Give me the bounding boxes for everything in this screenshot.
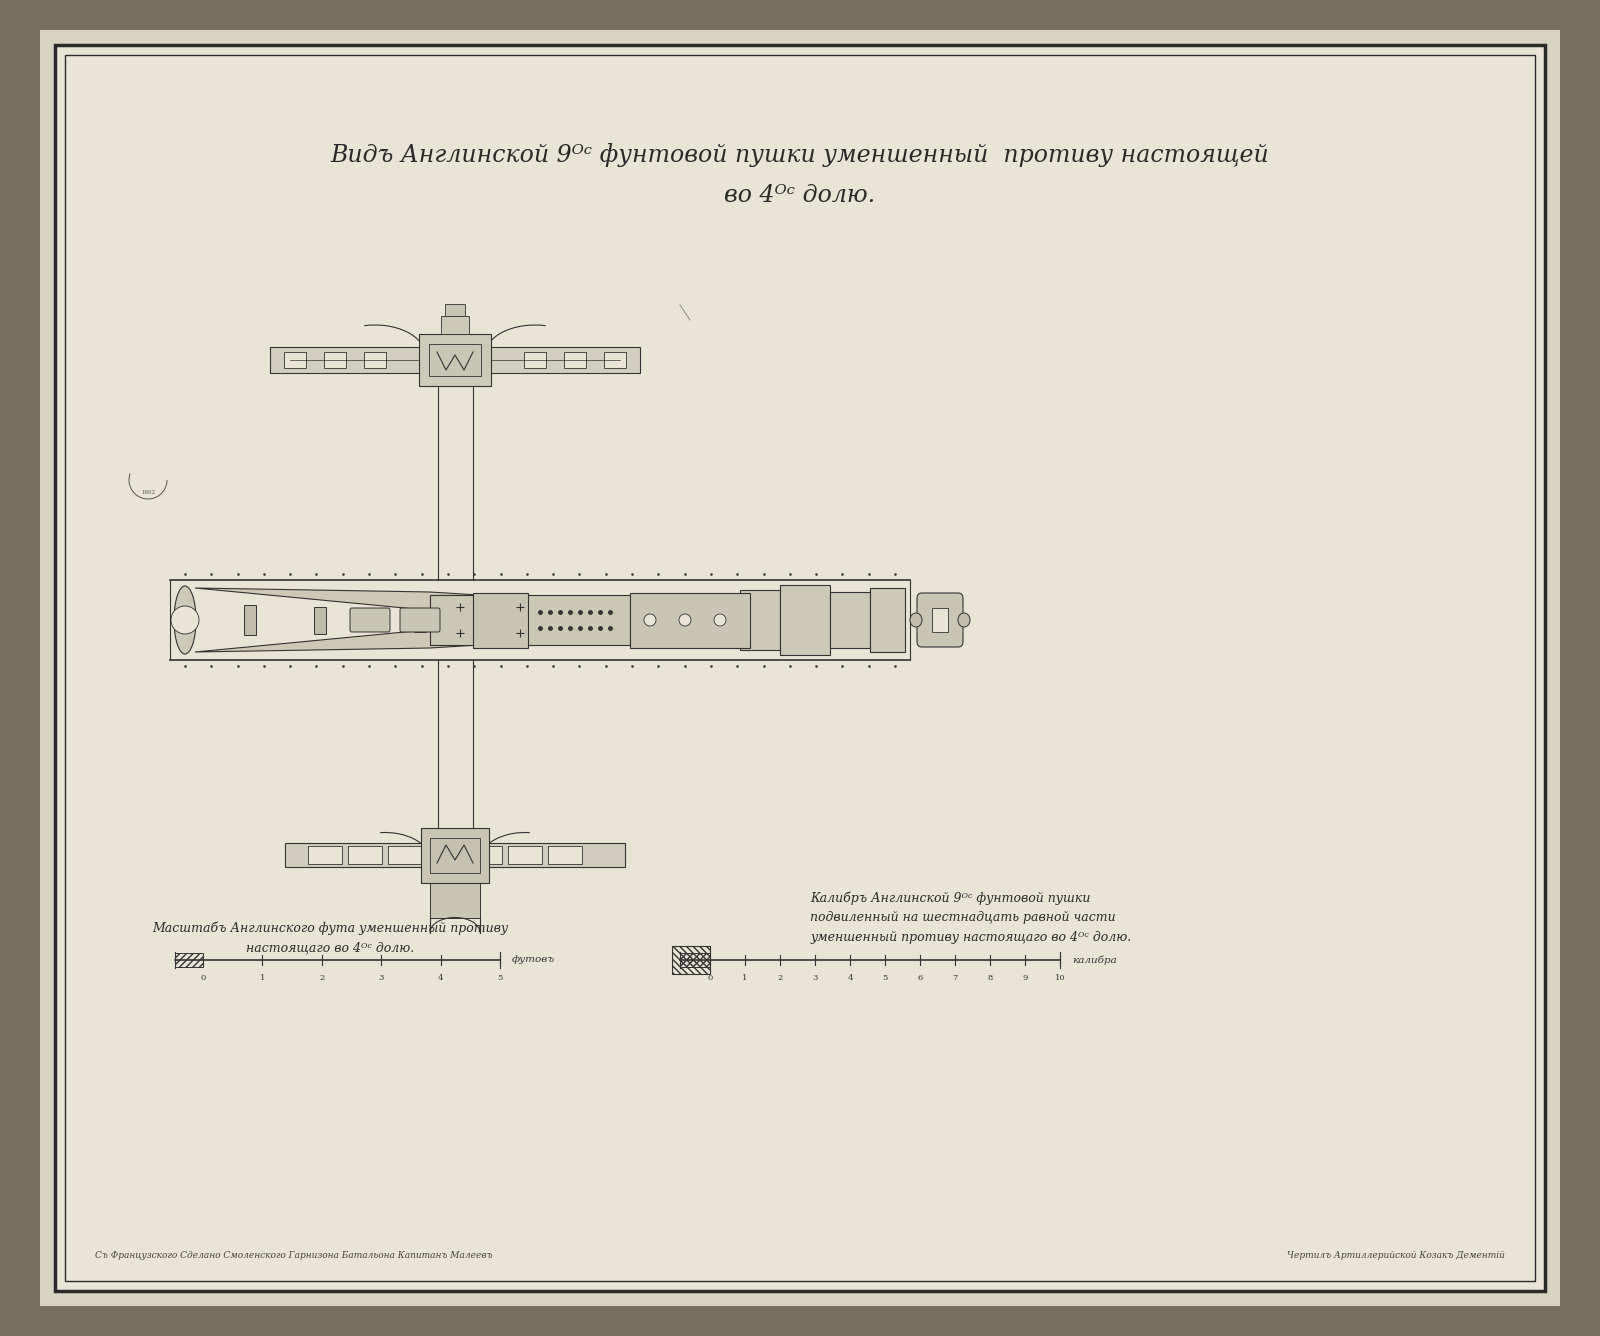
- Text: 1: 1: [259, 974, 266, 982]
- Text: 3: 3: [813, 974, 818, 982]
- Bar: [414, 608, 426, 632]
- Text: 7: 7: [952, 974, 958, 982]
- Text: 2: 2: [778, 974, 782, 982]
- Bar: [429, 846, 462, 864]
- Text: 8: 8: [987, 974, 992, 982]
- Text: 4: 4: [848, 974, 853, 982]
- Bar: [680, 953, 710, 967]
- Bar: [430, 838, 480, 872]
- Text: настоящаго во 4ᴼᶜ долю.: настоящаго во 4ᴼᶜ долю.: [246, 942, 414, 954]
- Bar: [472, 592, 528, 648]
- Bar: [931, 608, 947, 632]
- Text: уменшенный противу настоящаго во 4ᴼᶜ долю.: уменшенный противу настоящаго во 4ᴼᶜ дол…: [810, 931, 1131, 945]
- FancyBboxPatch shape: [350, 608, 390, 632]
- Bar: [467, 846, 502, 864]
- Text: 5: 5: [882, 974, 888, 982]
- Bar: [419, 334, 491, 386]
- Bar: [870, 588, 906, 652]
- Text: Видъ Англинской 9ᴼᶜ фунтовой пушки уменшенный  противу настоящей: Видъ Англинской 9ᴼᶜ фунтовой пушки уменш…: [331, 143, 1269, 167]
- Bar: [270, 347, 640, 373]
- Text: футовъ: футовъ: [512, 955, 555, 965]
- Bar: [739, 591, 781, 651]
- Text: во 4ᴼᶜ долю.: во 4ᴼᶜ долю.: [725, 183, 875, 207]
- Bar: [442, 317, 469, 334]
- FancyBboxPatch shape: [917, 593, 963, 647]
- Text: Чертилъ Артиллерийской Козакъ Дементiй: Чертилъ Артиллерийской Козакъ Дементiй: [1286, 1250, 1506, 1260]
- Text: 1802: 1802: [141, 490, 155, 496]
- Bar: [314, 607, 326, 633]
- Text: калибра: калибра: [1072, 955, 1117, 965]
- Bar: [429, 343, 482, 375]
- Bar: [445, 305, 466, 317]
- Bar: [349, 846, 382, 864]
- Bar: [547, 846, 582, 864]
- Bar: [174, 953, 203, 967]
- Circle shape: [171, 607, 198, 635]
- Bar: [605, 351, 626, 367]
- Bar: [307, 846, 342, 864]
- Text: Калибръ Англинской 9ᴼᶜ фунтовой пушки: Калибръ Англинской 9ᴼᶜ фунтовой пушки: [810, 891, 1090, 904]
- Ellipse shape: [174, 587, 195, 655]
- Text: Масштабъ Англинского фута уменшенный противу: Масштабъ Англинского фута уменшенный про…: [152, 922, 509, 935]
- Bar: [421, 827, 490, 883]
- Bar: [285, 843, 626, 867]
- Bar: [430, 595, 630, 645]
- Bar: [285, 351, 306, 367]
- Bar: [781, 585, 830, 655]
- Text: Съ Французского Сделано Смоленского Гарнизона Батальона Капитанъ Малеевъ: Съ Французского Сделано Смоленского Гарн…: [94, 1250, 493, 1260]
- Circle shape: [643, 615, 656, 627]
- FancyBboxPatch shape: [400, 608, 440, 632]
- Bar: [525, 351, 546, 367]
- Text: 5: 5: [498, 974, 502, 982]
- Bar: [430, 883, 480, 918]
- Text: 6: 6: [917, 974, 923, 982]
- Text: 1: 1: [742, 974, 747, 982]
- Bar: [509, 846, 542, 864]
- Bar: [387, 846, 422, 864]
- Text: 4: 4: [438, 974, 443, 982]
- Bar: [365, 351, 386, 367]
- Bar: [672, 946, 710, 974]
- Bar: [243, 605, 256, 635]
- Text: 3: 3: [379, 974, 384, 982]
- Circle shape: [678, 615, 691, 627]
- Text: подвиленный на шестнадцать равной части: подвиленный на шестнадцать равной части: [810, 911, 1115, 925]
- Text: 0: 0: [707, 974, 712, 982]
- Ellipse shape: [910, 613, 922, 627]
- Text: 2: 2: [318, 974, 325, 982]
- Ellipse shape: [958, 613, 970, 627]
- Bar: [323, 351, 346, 367]
- Text: 9: 9: [1022, 974, 1027, 982]
- Bar: [630, 592, 750, 648]
- Bar: [563, 351, 586, 367]
- Polygon shape: [195, 588, 739, 652]
- Circle shape: [714, 615, 726, 627]
- Bar: [830, 592, 870, 648]
- Text: 10: 10: [1054, 974, 1066, 982]
- Text: 0: 0: [200, 974, 206, 982]
